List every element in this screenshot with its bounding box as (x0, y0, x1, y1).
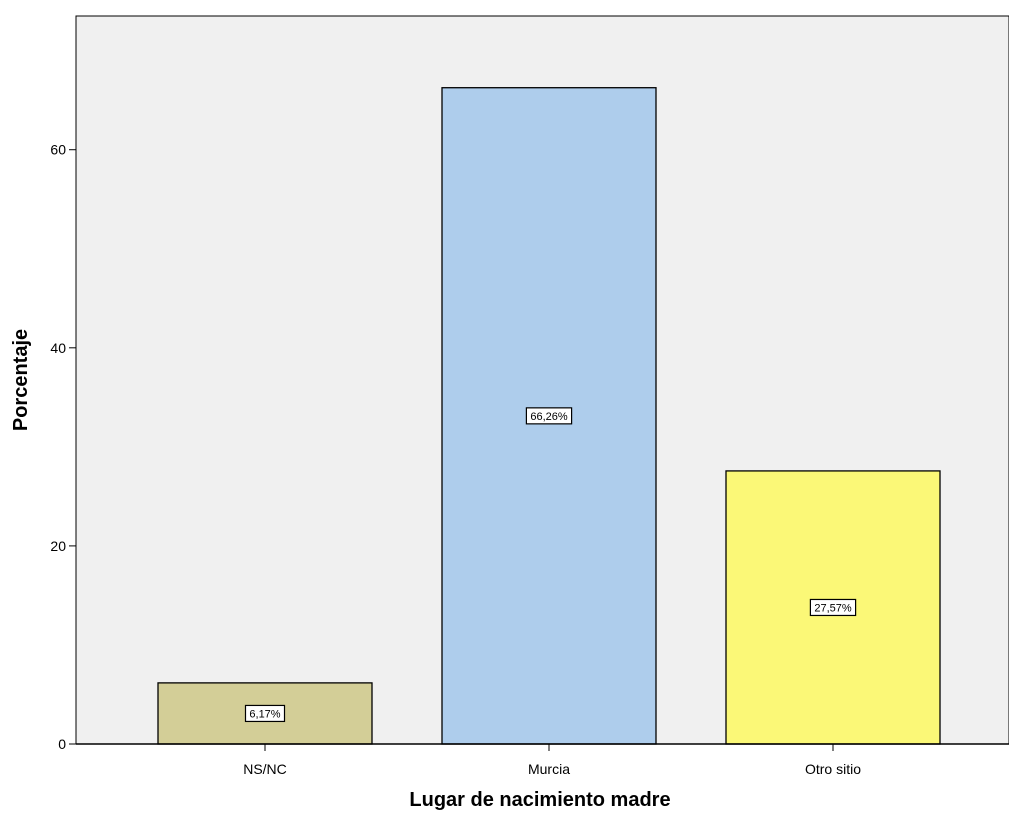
data-label-box (244, 704, 286, 723)
x-axis-title: Lugar de nacimiento madre (409, 789, 670, 811)
y-axis-title: Porcentaje (10, 329, 32, 431)
data-label-box (525, 407, 573, 425)
y-tick-label: 0 (58, 736, 66, 752)
x-tick-label: Murcia (528, 761, 570, 777)
data-label: 66,26% (530, 411, 568, 423)
data-label: 27,57% (814, 602, 852, 614)
data-label-box (809, 598, 857, 617)
x-tick-label: Otro sitio (805, 761, 861, 777)
y-tick-label: 60 (50, 142, 66, 158)
data-label: 6,17% (249, 708, 280, 720)
y-tick-label: 20 (50, 538, 66, 554)
y-tick-label: 40 (50, 340, 66, 356)
x-tick-label: NS/NC (243, 761, 287, 777)
